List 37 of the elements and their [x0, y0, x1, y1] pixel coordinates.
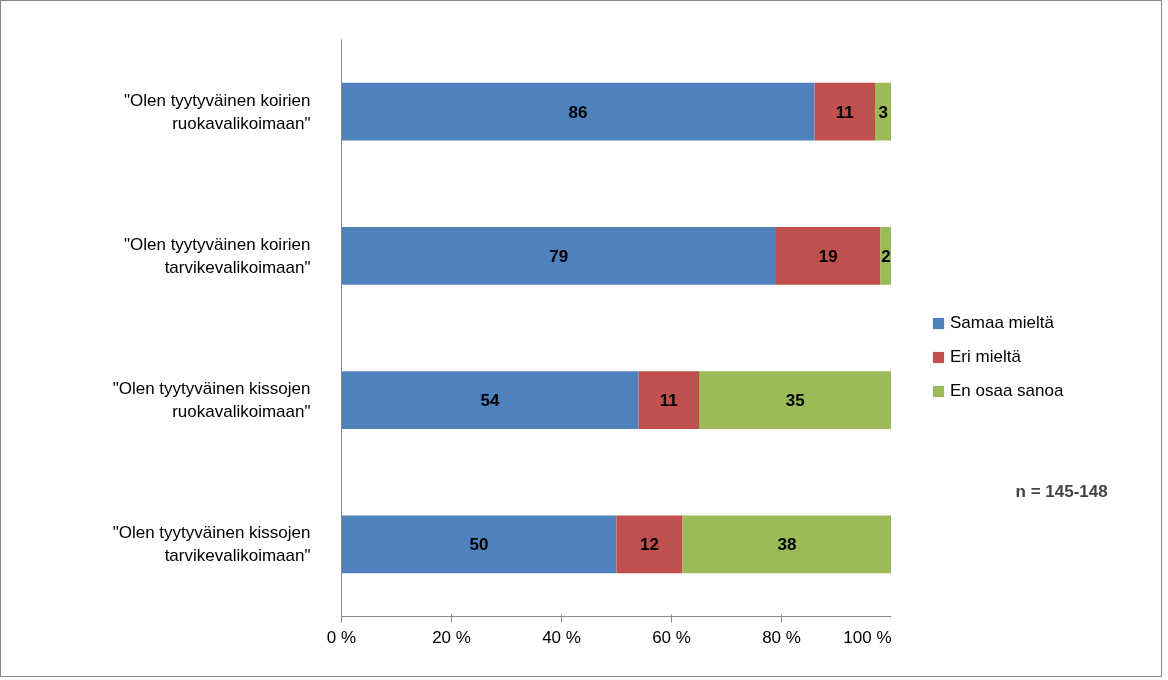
- data-label: 19: [818, 246, 838, 266]
- data-label: 11: [835, 102, 854, 122]
- x-tick-label: 20 %: [432, 627, 471, 647]
- text: n = 145-148: [1015, 481, 1108, 501]
- data-label: 3: [878, 102, 888, 122]
- x-tick-label: 40 %: [542, 627, 581, 647]
- bar: [341, 227, 776, 285]
- bar: [616, 515, 683, 574]
- legend-label: Eri mieltä: [950, 347, 1021, 367]
- bar: [776, 227, 881, 285]
- bar: [341, 515, 617, 574]
- y-tick-label: "Olen tyytyväinen koirien tarvikevalikoimaan": [123, 234, 311, 277]
- bar: [341, 82, 815, 141]
- bar: [814, 82, 875, 141]
- data-label: 2: [881, 246, 891, 266]
- bar: [875, 82, 891, 141]
- data-label: 54: [480, 391, 500, 411]
- data-label: 12: [640, 535, 659, 555]
- data-label: 86: [568, 102, 588, 122]
- data-label: 79: [549, 246, 569, 266]
- legend-label: Samaa mieltä: [950, 313, 1054, 333]
- x-tick-label: 80 %: [762, 627, 801, 647]
- data-label: 11: [659, 391, 678, 411]
- x-tick-label: 100 %: [843, 627, 892, 647]
- x-tick-label: 60 %: [652, 627, 691, 647]
- bar: [699, 371, 891, 429]
- bar: [638, 371, 699, 429]
- bar: [341, 371, 639, 429]
- x-tick-label: 0 %: [326, 627, 357, 647]
- data-label: 38: [777, 535, 797, 555]
- data-label: 35: [785, 391, 805, 411]
- y-tick-label: "Olen tyytyväinen koirien ruokavalikoimaan": [123, 90, 311, 133]
- y-tick-label: "Olen tyytyväinen kissojen ruokavalikoimaan": [112, 379, 311, 422]
- y-tick-label: "Olen tyytyväinen kissojen tarvikevalikoimaan": [112, 523, 311, 566]
- legend-label: En osaa sanoa: [950, 381, 1064, 401]
- data-label: 50: [469, 535, 489, 555]
- bar: [682, 515, 891, 574]
